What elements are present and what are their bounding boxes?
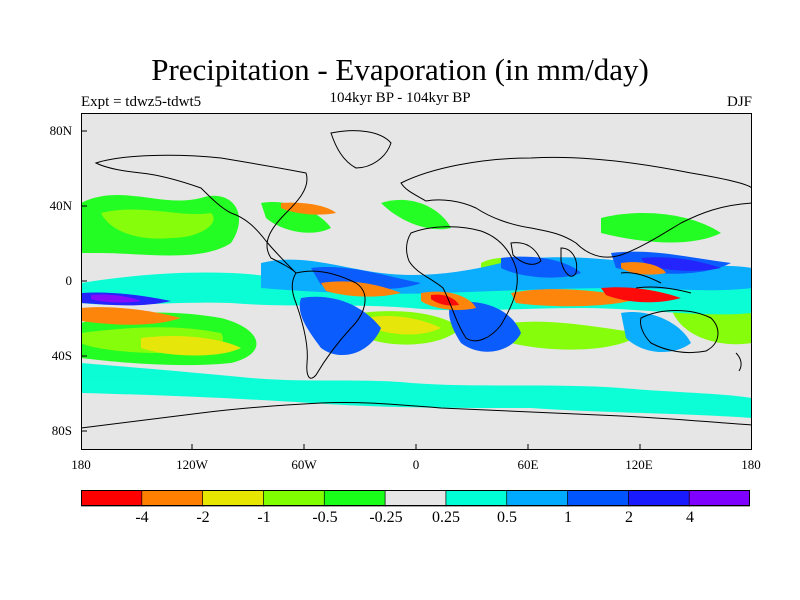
plot-title: Precipitation - Evaporation (in mm/day) bbox=[151, 52, 649, 87]
lon-label-180w: 180 bbox=[71, 457, 91, 472]
lat-label-80s: 80S bbox=[51, 423, 72, 438]
colorbar-box bbox=[263, 490, 326, 507]
colorbar-label: -1 bbox=[257, 509, 271, 526]
plot-subtitle: 104kyr BP - 104kyr BP bbox=[329, 90, 471, 106]
colorbar-box bbox=[384, 490, 447, 507]
colorbar-label: 0.5 bbox=[497, 509, 517, 526]
colorbar-label: 0.25 bbox=[432, 509, 460, 526]
lon-label-60e: 60E bbox=[517, 457, 539, 472]
colorbar-box bbox=[506, 490, 569, 507]
colorbar-box bbox=[688, 490, 750, 507]
colorbar-label: 1 bbox=[564, 509, 572, 526]
experiment-label: Expt = tdwz5-tdwt5 bbox=[81, 94, 202, 110]
colorbar bbox=[81, 490, 750, 507]
colorbar-label: -0.25 bbox=[369, 509, 403, 526]
colorbar-label: -2 bbox=[196, 509, 210, 526]
colorbar-label: 4 bbox=[686, 509, 694, 526]
lat-label-40s: 40S bbox=[51, 348, 72, 363]
lat-label-80n: 80N bbox=[49, 123, 72, 138]
coastlines bbox=[81, 130, 752, 429]
colorbar-label: 2 bbox=[625, 509, 633, 526]
colorbar-box bbox=[141, 490, 204, 507]
colorbar-box bbox=[81, 490, 143, 507]
colorbar-box bbox=[202, 490, 265, 507]
colorbar-label: -4 bbox=[135, 509, 149, 526]
lon-label-180e: 180 bbox=[741, 457, 761, 472]
colorbar-box bbox=[323, 490, 386, 507]
lon-label-0: 0 bbox=[412, 457, 420, 472]
lon-label-120w: 120W bbox=[176, 457, 208, 472]
colorbar-label: -0.5 bbox=[312, 509, 338, 526]
precip-evap-field bbox=[81, 194, 752, 418]
lon-label-120e: 120E bbox=[625, 457, 653, 472]
colorbar-box bbox=[628, 490, 691, 507]
colorbar-box bbox=[567, 490, 630, 507]
lon-label-60w: 60W bbox=[291, 457, 317, 472]
colorbar-box bbox=[445, 490, 508, 507]
season-label: DJF bbox=[726, 94, 752, 110]
axis-ticks bbox=[81, 130, 641, 450]
world-map bbox=[81, 113, 752, 450]
lat-label-0: 0 bbox=[65, 273, 73, 288]
lat-label-40n: 40N bbox=[49, 198, 72, 213]
